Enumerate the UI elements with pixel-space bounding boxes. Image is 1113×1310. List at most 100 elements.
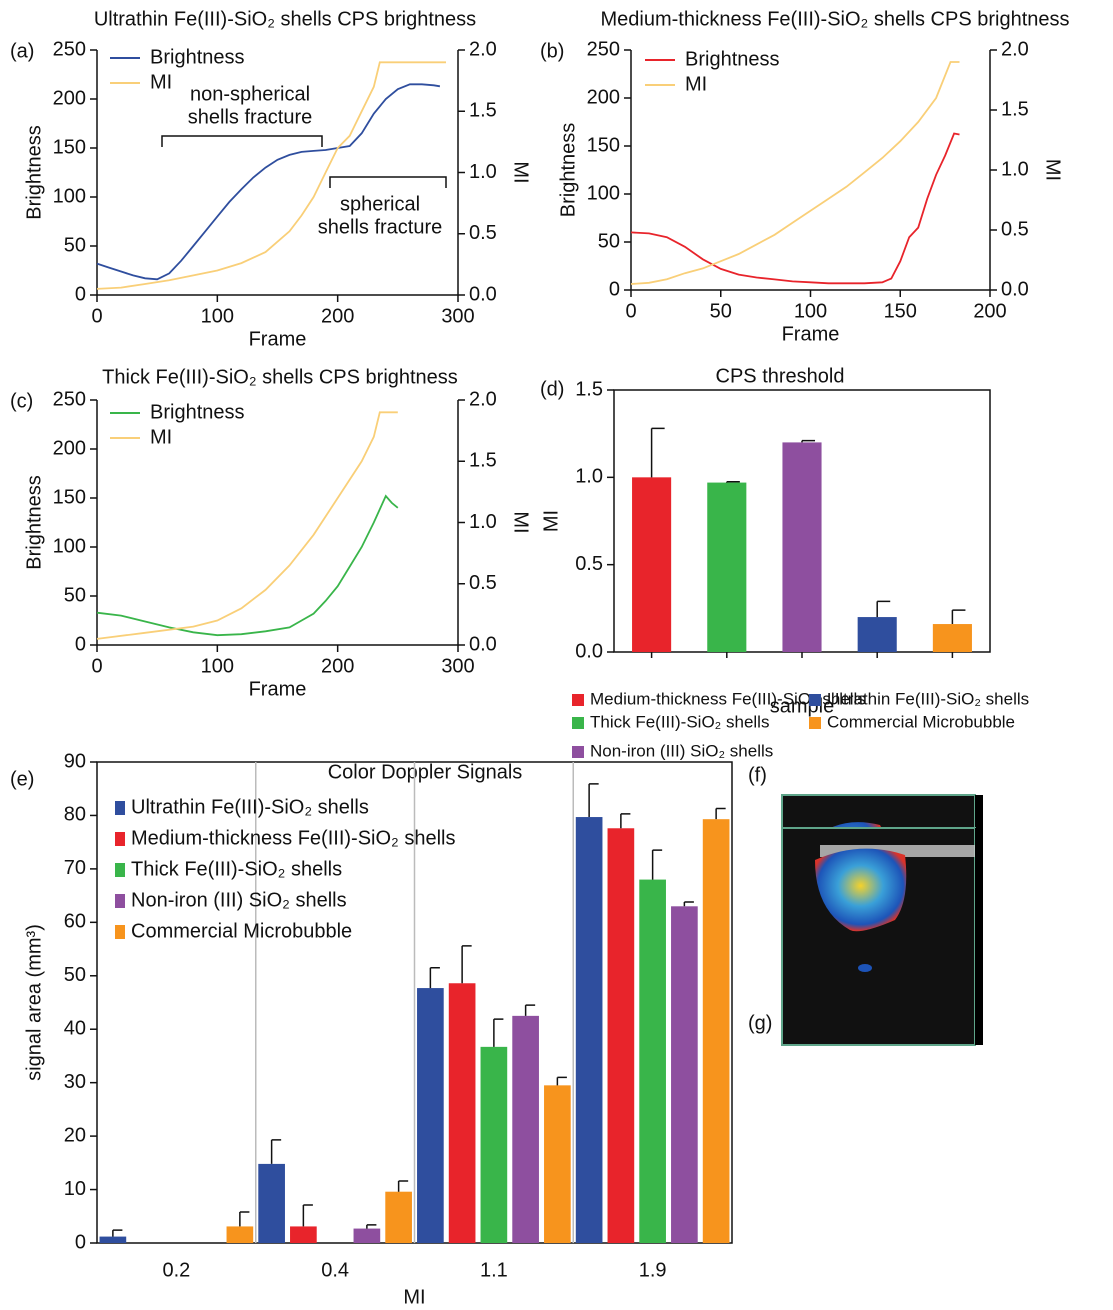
y-tick-label: 150 bbox=[53, 486, 86, 508]
y-tick-label: 100 bbox=[587, 182, 620, 204]
bar bbox=[99, 1236, 127, 1243]
panel-label: (a) bbox=[10, 40, 34, 62]
bar bbox=[353, 1228, 381, 1243]
bar bbox=[512, 1015, 539, 1243]
chart-title: Medium-thickness Fe(III)-SiO₂ shells CPS… bbox=[600, 8, 1069, 30]
error-bar bbox=[726, 480, 740, 483]
y-tick-label: 50 bbox=[64, 584, 86, 606]
x-tick-label: 0 bbox=[625, 300, 636, 322]
bar bbox=[385, 1191, 412, 1243]
y-tick-label: 150 bbox=[587, 134, 620, 156]
error-bar bbox=[556, 1076, 567, 1086]
y-tick-label: 40 bbox=[64, 1018, 86, 1040]
y2-tick-label: 2.0 bbox=[469, 388, 497, 410]
y2-tick-label: 0.0 bbox=[469, 283, 497, 305]
bar bbox=[575, 817, 603, 1243]
bar bbox=[417, 988, 444, 1243]
y-tick-label: 250 bbox=[53, 38, 86, 60]
x-tick-label: 100 bbox=[794, 300, 827, 322]
y2-tick-label: 1.5 bbox=[469, 450, 497, 472]
x-tick-label: 0.4 bbox=[321, 1259, 349, 1281]
chart-title: Color Doppler Signals bbox=[328, 761, 523, 783]
y-tick-label: 200 bbox=[53, 437, 86, 459]
y-tick-label: 50 bbox=[64, 234, 86, 256]
y-axis-label: Brightness bbox=[23, 475, 45, 570]
y2-tick-label: 0.5 bbox=[469, 572, 497, 594]
error-bar bbox=[239, 1211, 250, 1227]
y-tick-label: 20 bbox=[64, 1124, 86, 1146]
y-tick-label: 0 bbox=[75, 633, 86, 655]
annotation: spherical bbox=[340, 193, 420, 215]
y2-tick-label: 2.0 bbox=[1001, 38, 1029, 60]
bar bbox=[782, 442, 822, 652]
x-tick-label: 1.9 bbox=[639, 1259, 667, 1281]
error-bar bbox=[493, 1018, 504, 1047]
x-tick-label: 300 bbox=[441, 655, 474, 677]
y2-axis-label: MI bbox=[510, 511, 532, 533]
legend-label: Thick Fe(III)-SiO₂ shells bbox=[131, 858, 342, 880]
x-axis-label: Frame bbox=[249, 678, 307, 700]
bar bbox=[639, 879, 666, 1243]
y2-tick-label: 0.5 bbox=[469, 222, 497, 244]
x-tick-label: 100 bbox=[201, 655, 234, 677]
annotation: shells fracture bbox=[318, 216, 443, 238]
y-tick-label: 50 bbox=[598, 230, 620, 252]
y2-tick-label: 0.0 bbox=[1001, 278, 1029, 300]
bar bbox=[290, 1226, 317, 1243]
y-tick-label: 90 bbox=[64, 750, 86, 772]
y-tick-label: 100 bbox=[53, 185, 86, 207]
y-tick-label: 10 bbox=[64, 1178, 86, 1200]
bar bbox=[857, 617, 897, 652]
data-line bbox=[96, 83, 441, 281]
legend-label: MI bbox=[150, 71, 172, 93]
y-tick-label: 100 bbox=[53, 535, 86, 557]
x-tick-label: 200 bbox=[321, 655, 354, 677]
bracket bbox=[329, 176, 447, 188]
legend-swatch bbox=[809, 694, 821, 706]
legend-swatch bbox=[115, 832, 125, 846]
y-tick-label: 60 bbox=[64, 911, 86, 933]
y-tick-label: 50 bbox=[64, 964, 86, 986]
y-axis-label: signal area (mm³) bbox=[23, 924, 45, 1081]
panel-label: (g) bbox=[748, 1012, 772, 1034]
legend-swatch bbox=[115, 863, 125, 877]
legend-swatch bbox=[572, 746, 584, 758]
chart-title: CPS threshold bbox=[716, 365, 845, 387]
legend-label: Brightness bbox=[685, 48, 780, 70]
y2-tick-label: 0.0 bbox=[469, 633, 497, 655]
error-bar bbox=[270, 1139, 282, 1164]
error-bar bbox=[429, 967, 440, 989]
y2-tick-label: 1.0 bbox=[469, 511, 497, 533]
error-bar bbox=[801, 439, 816, 443]
panel: (d)CPS thresholdMIsample0.00.51.01.5Medi… bbox=[540, 365, 1029, 760]
y2-tick-label: 1.5 bbox=[1001, 98, 1029, 120]
annotation: shells fracture bbox=[188, 106, 313, 128]
panel: (c) Thick Fe(III)-SiO₂ shells CPS brightn… bbox=[10, 366, 532, 700]
bar bbox=[632, 477, 672, 652]
y-tick-label: 250 bbox=[53, 388, 86, 410]
chart-title: Ultrathin Fe(III)-SiO₂ shells CPS bright… bbox=[94, 8, 476, 30]
legend-swatch bbox=[809, 717, 821, 729]
y-tick-label: 0.5 bbox=[575, 553, 603, 575]
error-bar bbox=[650, 427, 665, 478]
legend-label: Thick Fe(III)-SiO₂ shells bbox=[590, 712, 769, 731]
legend-label: Ultrathin Fe(III)-SiO₂ shells bbox=[827, 689, 1029, 708]
y2-tick-label: 1.5 bbox=[469, 100, 497, 122]
error-bar bbox=[524, 1004, 536, 1016]
panel: (e) Color Doppler Signals signal area (mm³… bbox=[10, 750, 733, 1308]
panel-label: (d) bbox=[540, 378, 564, 400]
y2-axis-label: MI bbox=[1042, 159, 1064, 181]
error-bar bbox=[620, 813, 631, 829]
legend-label: Ultrathin Fe(III)-SiO₂ shells bbox=[131, 796, 369, 818]
x-tick-label: 200 bbox=[973, 300, 1006, 322]
error-bar bbox=[588, 783, 599, 818]
bar bbox=[932, 624, 972, 652]
legend-swatch bbox=[572, 717, 584, 729]
legend-swatch bbox=[115, 894, 125, 908]
y-axis-label: Brightness bbox=[557, 123, 579, 218]
bar bbox=[671, 906, 698, 1243]
bar bbox=[702, 819, 730, 1243]
bar bbox=[226, 1226, 254, 1243]
error-bar bbox=[651, 849, 663, 880]
